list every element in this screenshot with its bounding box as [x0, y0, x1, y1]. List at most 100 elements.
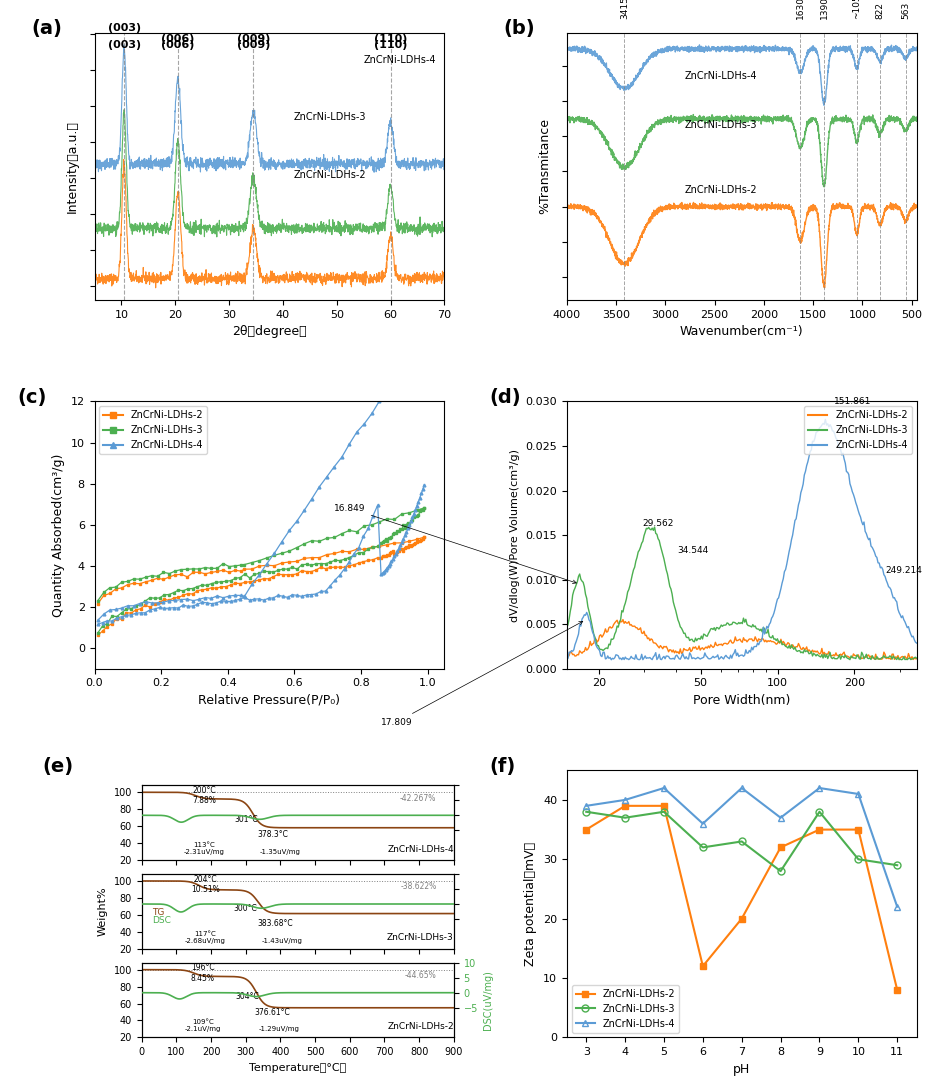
DSC: [274, 898, 285, 911]
TG: [168, 875, 179, 888]
Text: -38.622%: -38.622%: [400, 882, 436, 891]
Text: 1630: 1630: [795, 0, 804, 20]
ZnCrNi-LDHs-3: [658, 805, 669, 818]
Text: 109°C
-2.1uV/mg: 109°C -2.1uV/mg: [184, 1020, 221, 1032]
Text: (d): (d): [489, 388, 521, 407]
TG: [350, 1001, 362, 1014]
ZnCrNi-LDHs-3: [697, 841, 708, 854]
TG: [273, 821, 284, 834]
Line: TG: TG: [142, 793, 453, 828]
ZnCrNi-LDHs-2: [697, 960, 708, 973]
DSC: [175, 905, 186, 918]
Text: -1.29uV/mg: -1.29uV/mg: [259, 1026, 299, 1032]
Text: (009): (009): [236, 34, 270, 45]
TG: [262, 820, 274, 833]
Text: 117°C
-2.68uV/mg: 117°C -2.68uV/mg: [185, 930, 226, 943]
Text: (003): (003): [108, 40, 141, 50]
Text: -1.43uV/mg: -1.43uV/mg: [261, 938, 302, 943]
Line: TG: TG: [142, 970, 453, 1008]
Text: ZnCrNi-LDHs-2: ZnCrNi-LDHs-2: [684, 185, 757, 194]
ZnCrNi-LDHs-3: [618, 811, 630, 824]
ZnCrNi-LDHs-3: [774, 865, 785, 878]
ZnCrNi-LDHs-4: [813, 782, 824, 795]
Line: DSC: DSC: [142, 993, 453, 999]
TG: [447, 1001, 459, 1014]
Text: 204°C
10.51%: 204°C 10.51%: [191, 875, 220, 894]
TG: [447, 821, 459, 834]
Line: ZnCrNi-LDHs-4: ZnCrNi-LDHs-4: [582, 784, 900, 911]
ZnCrNi-LDHs-2: [618, 799, 630, 812]
Text: ZnCrNi-LDHs-3: ZnCrNi-LDHs-3: [684, 120, 757, 130]
Text: 34.544: 34.544: [677, 546, 708, 555]
DSC: [350, 809, 362, 822]
X-axis label: pH: pH: [733, 1063, 750, 1076]
Y-axis label: Weight%: Weight%: [98, 887, 108, 936]
ZnCrNi-LDHs-4: [658, 782, 669, 795]
Legend: ZnCrNi-LDHs-2, ZnCrNi-LDHs-3, ZnCrNi-LDHs-4: ZnCrNi-LDHs-2, ZnCrNi-LDHs-3, ZnCrNi-LDH…: [99, 406, 207, 454]
Line: TG: TG: [142, 881, 453, 914]
TG: [168, 963, 179, 976]
DSC: [262, 901, 274, 914]
Text: 304°C: 304°C: [235, 993, 259, 1001]
Text: ZnCrNi-LDHs-2: ZnCrNi-LDHs-2: [294, 170, 366, 180]
Text: (e): (e): [42, 757, 73, 775]
Text: 151.861: 151.861: [834, 396, 870, 406]
Text: -42.267%: -42.267%: [399, 794, 436, 803]
DSC: [136, 809, 147, 822]
Text: (110): (110): [374, 40, 407, 50]
Text: (b): (b): [503, 20, 535, 38]
DSC: [385, 809, 396, 822]
Y-axis label: Zeta potential（mV）: Zeta potential（mV）: [524, 842, 537, 965]
DSC: [379, 809, 391, 822]
ZnCrNi-LDHs-4: [618, 794, 630, 807]
Text: 383.68°C: 383.68°C: [257, 918, 293, 928]
Text: 196°C
8.45%: 196°C 8.45%: [191, 963, 214, 983]
Text: (110): (110): [374, 34, 407, 45]
TG: [262, 905, 274, 918]
Text: 563: 563: [900, 2, 909, 20]
Legend: ZnCrNi-LDHs-2, ZnCrNi-LDHs-3, ZnCrNi-LDHs-4: ZnCrNi-LDHs-2, ZnCrNi-LDHs-3, ZnCrNi-LDH…: [803, 406, 911, 454]
Text: -1.35uV/mg: -1.35uV/mg: [260, 850, 300, 855]
DSC: [350, 986, 362, 999]
ZnCrNi-LDHs-2: [813, 823, 824, 836]
ZnCrNi-LDHs-2: [735, 912, 747, 925]
DSC: [385, 986, 396, 999]
DSC: [274, 809, 285, 822]
X-axis label: Temperature（°C）: Temperature（°C）: [249, 1063, 346, 1072]
TG: [262, 999, 274, 1012]
Text: 301°C: 301°C: [234, 815, 258, 823]
Text: (006): (006): [161, 34, 194, 45]
DSC: [379, 986, 391, 999]
Text: 249.214: 249.214: [885, 566, 921, 575]
ZnCrNi-LDHs-4: [697, 817, 708, 830]
Line: ZnCrNi-LDHs-3: ZnCrNi-LDHs-3: [582, 808, 900, 875]
DSC: [262, 987, 274, 1000]
TG: [350, 821, 362, 834]
DSC: [168, 812, 179, 826]
Text: ZnCrNi-LDHs-4: ZnCrNi-LDHs-4: [387, 844, 453, 854]
ZnCrNi-LDHs-2: [658, 799, 669, 812]
TG: [406, 821, 417, 834]
TG: [136, 786, 147, 799]
Y-axis label: Quantity Absorbed(cm³/g): Quantity Absorbed(cm³/g): [52, 453, 65, 617]
Text: (c): (c): [18, 388, 47, 407]
Text: 16.849: 16.849: [334, 503, 576, 583]
Text: 378.3°C: 378.3°C: [257, 830, 288, 839]
DSC: [168, 990, 179, 1004]
ZnCrNi-LDHs-2: [890, 984, 902, 997]
DSC: [176, 816, 187, 829]
Text: ZnCrNi-LDHs-4: ZnCrNi-LDHs-4: [363, 55, 435, 66]
TG: [384, 907, 396, 921]
Text: 822: 822: [874, 2, 884, 20]
Text: -44.65%: -44.65%: [404, 971, 436, 981]
Y-axis label: %Transmitance: %Transmitance: [538, 118, 551, 214]
Y-axis label: DSC(uV/mg): DSC(uV/mg): [483, 970, 493, 1030]
ZnCrNi-LDHs-4: [735, 782, 747, 795]
DSC: [136, 986, 147, 999]
TG: [168, 786, 179, 799]
Text: 300°C: 300°C: [234, 903, 258, 913]
Text: (f): (f): [489, 757, 515, 775]
X-axis label: 2θ（degree）: 2θ（degree）: [232, 325, 307, 339]
DSC: [262, 811, 274, 824]
TG: [410, 1001, 421, 1014]
